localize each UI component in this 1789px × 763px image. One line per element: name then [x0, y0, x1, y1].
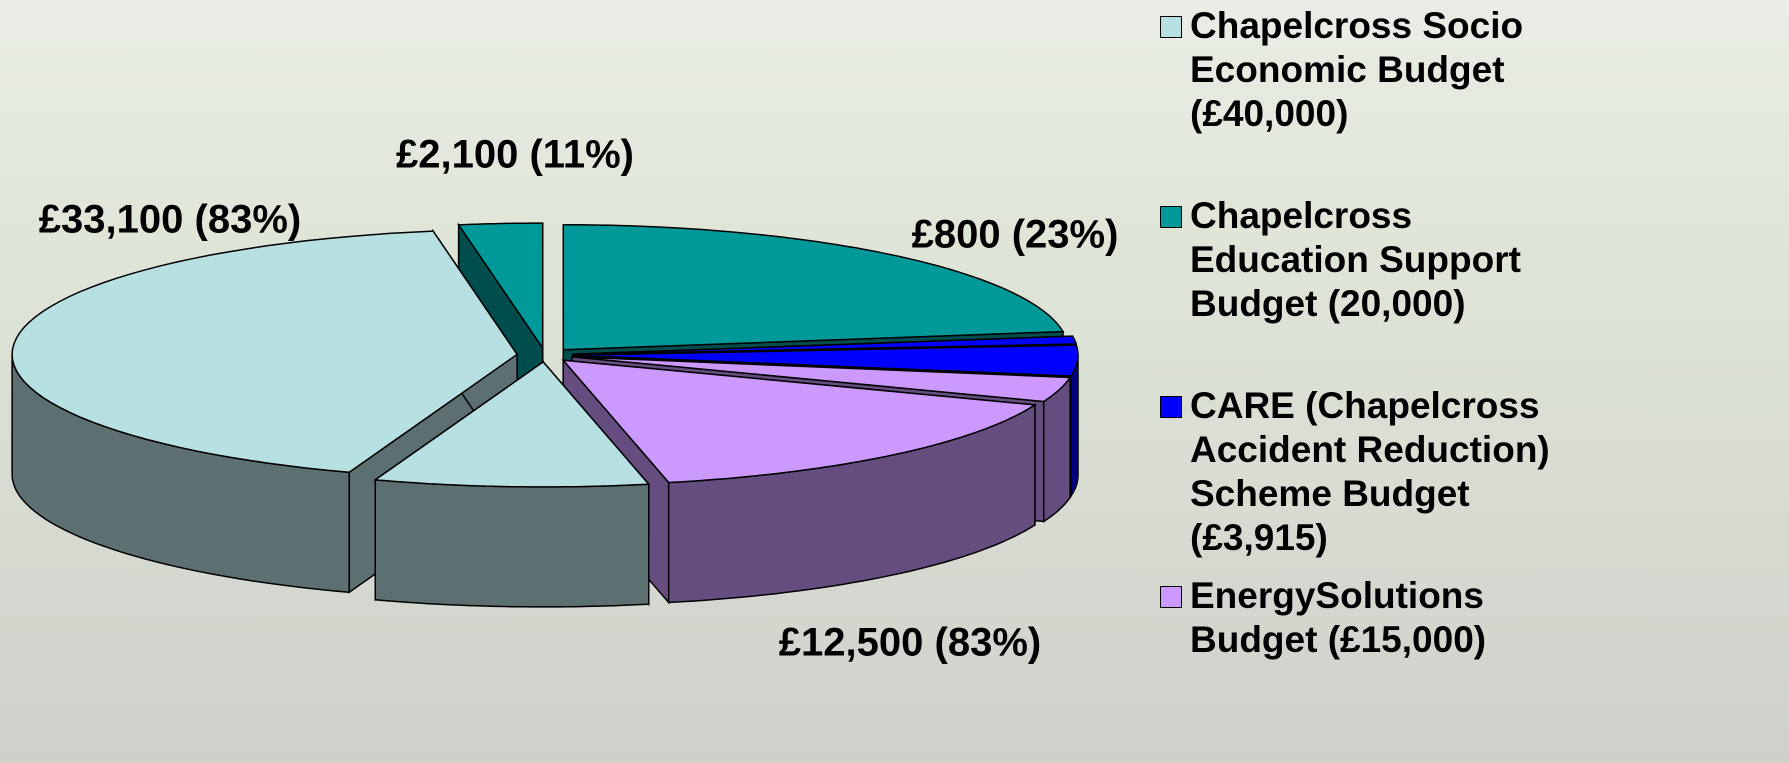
slice-wall — [375, 480, 648, 607]
data-label: £12,500 (83%) — [779, 621, 1041, 665]
legend-label: Chapelcross Socio Economic Budget (£40,0… — [1190, 4, 1550, 136]
legend-label: CARE (Chapelcross Accident Reduction) Sc… — [1190, 384, 1550, 560]
legend-swatch — [1160, 206, 1182, 228]
page: £33,100 (83%) £2,100 (11%) £800 (23%) £12,5… — [0, 0, 1789, 763]
legend-swatch — [1160, 396, 1182, 418]
legend-swatch — [1160, 16, 1182, 38]
data-label: £800 (23%) — [912, 213, 1119, 257]
data-label: £2,100 (11%) — [396, 133, 634, 177]
data-label: £33,100 (83%) — [39, 198, 301, 242]
legend-label: EnergySolutions Budget (£15,000) — [1190, 574, 1550, 662]
legend-swatch — [1160, 586, 1182, 608]
slice-wall — [1071, 355, 1078, 496]
legend-label: Chapelcross Education Support Budget (20… — [1190, 194, 1550, 326]
